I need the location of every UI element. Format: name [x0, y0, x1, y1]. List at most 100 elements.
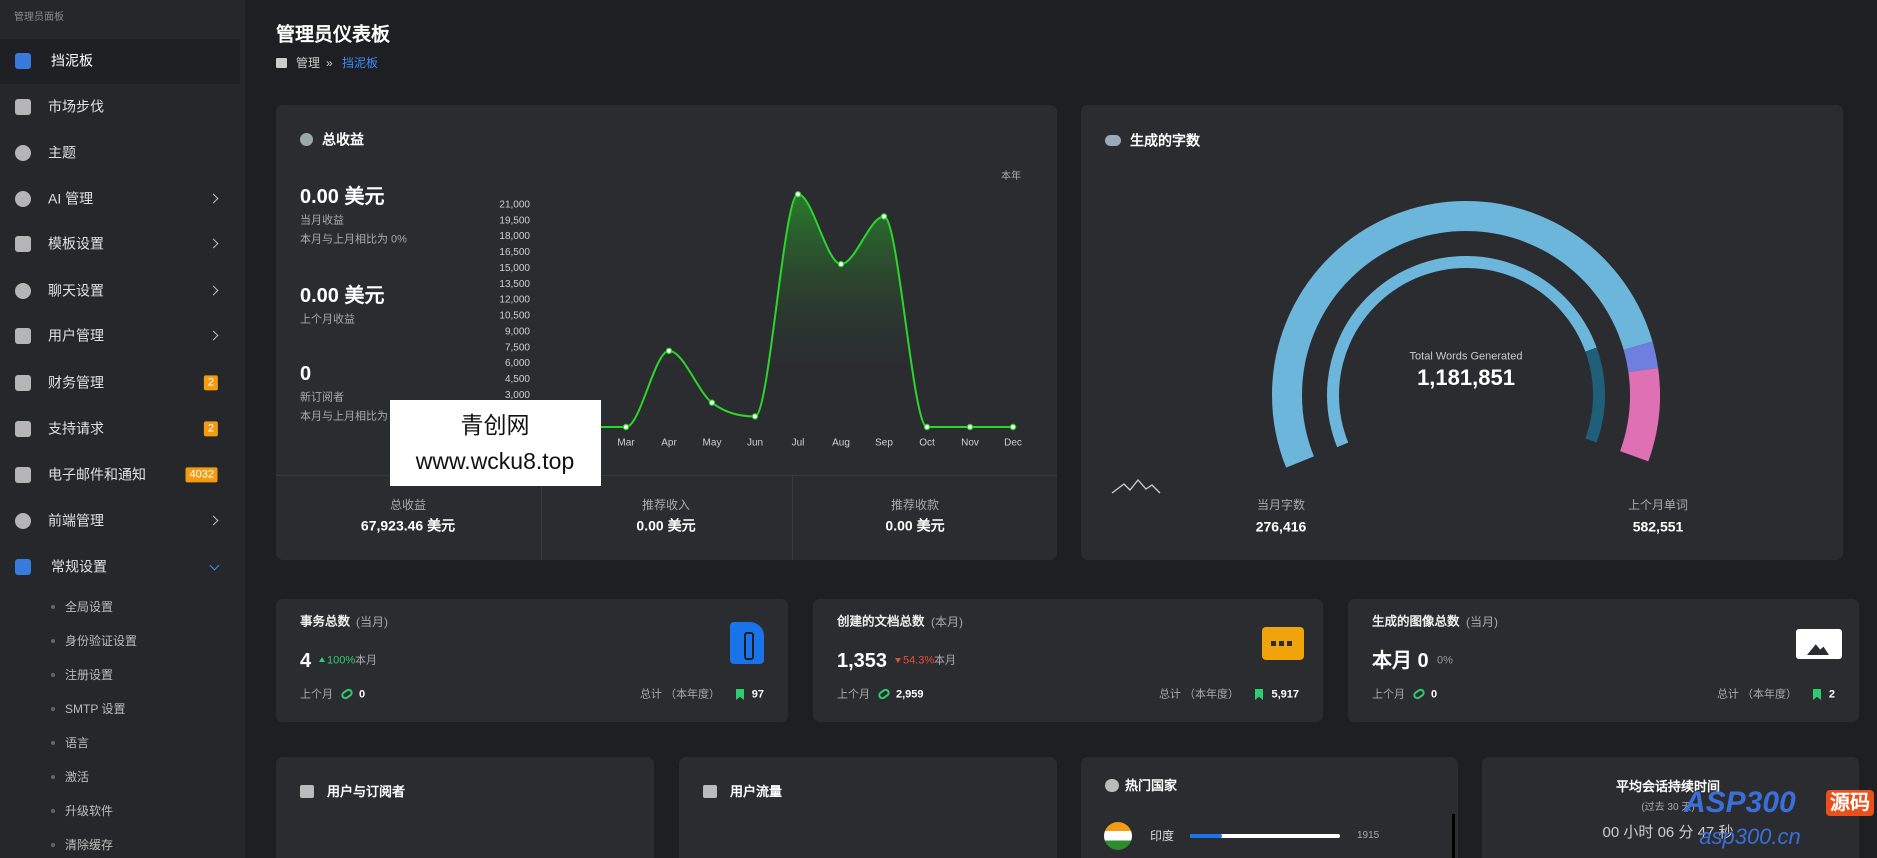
card [1081, 757, 1458, 858]
watermark-brand-suffix: 源码 [1826, 790, 1874, 816]
country-value: 1915 [1357, 830, 1380, 841]
chevron [208, 515, 219, 526]
point [966, 423, 974, 431]
x-tick-label: Mar [617, 438, 635, 449]
stat-period: (本月) [931, 614, 963, 629]
summary-label: 上个月收益 [300, 313, 355, 326]
sidebar-heading: 管理员面板 [14, 12, 64, 23]
stat-change-suffix: 本月 [355, 654, 377, 667]
stat-total-label: 总计 （本年度） [1716, 688, 1797, 701]
nav-icon [15, 236, 31, 252]
nav-item[interactable]: 挡泥板 [51, 52, 93, 69]
stat-change: 0% [1437, 654, 1453, 667]
sub-nav-item[interactable]: 升级软件 [65, 803, 114, 818]
x-tick-label: Apr [661, 438, 677, 449]
y-tick-label: 7,500 [505, 342, 530, 353]
nav-item[interactable]: AI 管理 [48, 190, 94, 207]
nav-item[interactable]: 常规设置 [51, 558, 107, 575]
watermark-text: www.wcku8.top [415, 448, 575, 475]
stat-value: 276,416 [1255, 518, 1307, 535]
sub-nav-item[interactable]: 注册设置 [65, 667, 114, 682]
summary-label: 当月收益 [300, 214, 344, 227]
summary-note: 本月与上月相比为 0% [300, 410, 407, 423]
chevron [208, 330, 219, 341]
sub-nav-item[interactable]: 身份验证设置 [65, 633, 138, 648]
scrollbar [1452, 814, 1455, 858]
y-tick-label: 21,000 [499, 200, 530, 211]
x-tick-label: Dec [1004, 438, 1022, 449]
nav-item[interactable]: 市场步伐 [48, 98, 104, 115]
nav-item[interactable]: 聊天设置 [48, 282, 104, 299]
panel-title: 平均会话持续时间 [1615, 779, 1721, 795]
y-tick-label: 18,000 [499, 231, 530, 242]
panel-title: 热门国家 [1125, 778, 1178, 794]
sub-nav-item[interactable]: 语言 [65, 735, 90, 750]
bookmark-icon [1255, 689, 1263, 700]
breadcrumb-separator: » [326, 55, 333, 70]
stat-title: 创建的文档总数 [837, 614, 925, 629]
nav-icon [15, 145, 31, 161]
nav-icon [15, 328, 31, 344]
doc-icon [730, 622, 764, 664]
y-tick-label: 19,500 [499, 215, 530, 226]
total-value: 67,923.46 美元 [360, 517, 456, 534]
link-icon [339, 687, 355, 701]
gauge-arc [1619, 368, 1660, 462]
folder-dot [1271, 641, 1276, 646]
summary-value: 0.00 美元 [300, 186, 385, 208]
stat-total-label: 总计 （本年度） [1158, 688, 1239, 701]
panel-icon [703, 785, 717, 798]
summary-label: 新订阅者 [300, 391, 344, 404]
nav-item[interactable]: 主题 [48, 144, 76, 161]
gauge-arc [1623, 341, 1659, 373]
sub-nav-item[interactable]: SMTP 设置 [65, 701, 126, 716]
flag-icon [1104, 822, 1132, 850]
sub-nav-item[interactable]: 全局设置 [65, 599, 114, 614]
sub-nav-item[interactable]: 清除缓存 [65, 837, 114, 852]
watermark-text: 青创网 [460, 412, 530, 439]
breadcrumb-icon [276, 58, 287, 68]
point [837, 260, 845, 268]
breadcrumb-link[interactable]: 管理 [296, 55, 321, 70]
nav-icon [15, 99, 31, 115]
nav-item[interactable]: 财务管理 [48, 374, 104, 391]
y-tick-label: 3,000 [505, 390, 530, 401]
nav-badge: 2 [203, 421, 218, 437]
country-name: 印度 [1150, 828, 1175, 843]
watermark-box [390, 400, 601, 486]
nav-icon [15, 513, 31, 529]
nav-item[interactable]: 支持请求 [48, 420, 104, 437]
bookmark-icon [1813, 689, 1821, 700]
nav-item[interactable]: 前端管理 [48, 512, 104, 529]
gauge-value: 1,181,851 [1417, 364, 1515, 390]
stat-value: 1,353 [837, 650, 888, 672]
stat-last-value: 2,959 [896, 688, 924, 701]
card [1482, 757, 1859, 858]
stat-change-suffix: 本月 [934, 654, 956, 667]
panel-value: 00 小时 06 分 47 秒 [1602, 824, 1734, 841]
sub-bullet [51, 673, 55, 677]
stat-last-label: 上个月 [837, 688, 870, 701]
nav-item[interactable]: 用户管理 [48, 327, 104, 344]
divider [541, 476, 542, 560]
stat-last-label: 上个月 [300, 688, 333, 701]
nav-icon [15, 421, 31, 437]
stat-value: 本月 0 [1372, 650, 1429, 672]
link-icon [1411, 687, 1427, 701]
x-tick-label: Jun [747, 438, 763, 449]
sub-bullet [51, 741, 55, 745]
sub-nav-item[interactable]: 激活 [65, 769, 90, 784]
x-tick-label: Jul [792, 438, 805, 449]
stat-title: 生成的图像总数 [1372, 614, 1460, 629]
sub-bullet [51, 809, 55, 813]
y-tick-label: 10,500 [499, 311, 530, 322]
nav-item[interactable]: 电子邮件和通知 [48, 466, 146, 483]
nav-item[interactable]: 模板设置 [48, 235, 104, 252]
stat-total-value: 2 [1828, 688, 1835, 701]
total-value: 0.00 美元 [885, 517, 945, 534]
sub-bullet [51, 775, 55, 779]
point [622, 423, 630, 431]
trend-down [895, 658, 901, 663]
gauge-inner-arc [1585, 347, 1605, 443]
